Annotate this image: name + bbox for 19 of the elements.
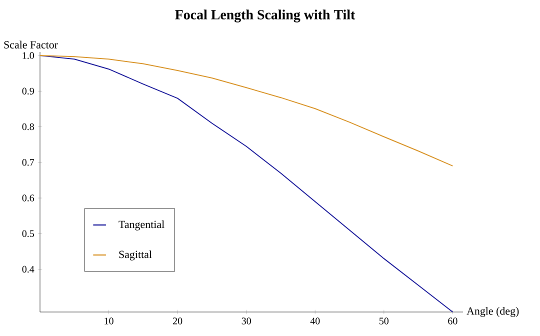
line-series: [40, 55, 454, 166]
y-tick-label: 0.6: [22, 194, 34, 202]
legend-label: Sagittal: [119, 250, 152, 260]
y-tick-label: 0.4: [22, 266, 34, 273]
x-tick-label: 30: [242, 318, 251, 324]
x-tick-label: 10: [104, 318, 114, 324]
legend-label: Tangential: [118, 220, 164, 230]
x-tick-label: 50: [380, 318, 389, 324]
y-tick-label: 0.8: [22, 123, 34, 130]
x-tick-label: 40: [310, 318, 320, 324]
y-tick-label: 0.5: [22, 230, 34, 238]
y-axis-title: Scale Factor: [4, 40, 58, 48]
x-tick-label: 60: [448, 318, 458, 324]
x-tick-label: 20: [173, 318, 182, 324]
y-tick-label: 0.9: [22, 88, 34, 95]
x-axis-title: Angle (deg): [466, 307, 519, 317]
y-tick-label: 0.7: [22, 159, 34, 166]
y-tick-label: 1.0: [22, 52, 34, 59]
chart-title: Focal Length Scaling with Tilt: [175, 10, 356, 22]
